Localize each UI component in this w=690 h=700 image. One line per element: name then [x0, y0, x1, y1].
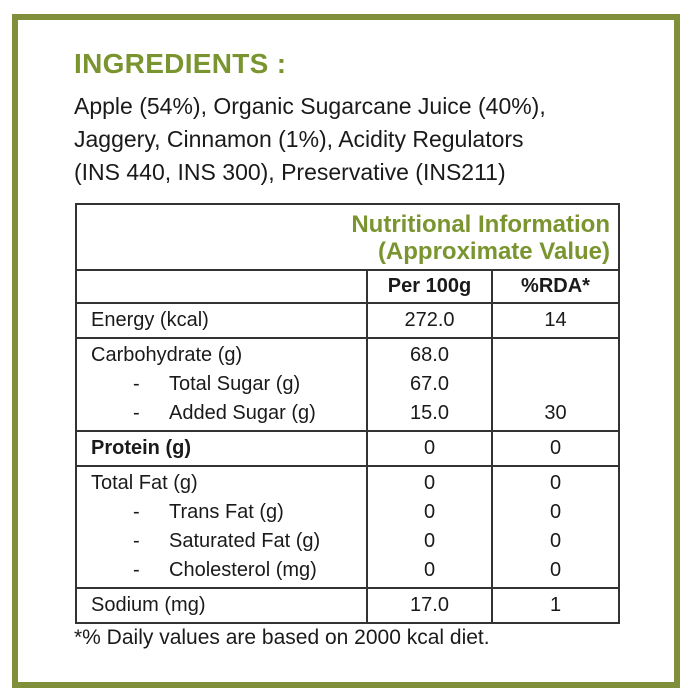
label-cell: Sodium (mg) — [75, 587, 368, 624]
column-header: %RDA* — [491, 269, 620, 304]
value-cell: 17.0 — [366, 587, 493, 624]
title-row: Nutritional Information (Approximate Valu… — [75, 203, 620, 271]
nutrient-name: Sodium (mg) — [91, 594, 206, 616]
dash: - — [133, 559, 140, 581]
nutrient-name: Trans Fat (g) — [169, 501, 284, 523]
nutrient-group: Protein (g) 0 0 — [75, 430, 620, 467]
per-100g: 0 — [423, 559, 436, 581]
nutrient-group: Sodium (mg) 17.0 1 — [75, 587, 620, 624]
nutrient-group: Energy (kcal) 272.0 14 — [75, 302, 620, 339]
per-100g: 67.0 — [410, 373, 449, 395]
ingredients-title: INGREDIENTS : — [74, 48, 287, 79]
dash: - — [133, 402, 140, 424]
footnote: *% Daily values are based on 2000 kcal d… — [74, 626, 490, 649]
nutrient-label: Carbohydrate (g) — [77, 341, 366, 370]
value-cell: 0 0 0 0 — [366, 465, 493, 589]
per-100g: 15.0 — [410, 402, 449, 424]
rda: 0 — [549, 472, 562, 494]
rda: 0 — [549, 559, 562, 581]
dash: - — [133, 373, 140, 395]
rda-cell: 0 — [491, 430, 620, 467]
rda-cell: 0 0 0 0 — [491, 465, 620, 589]
nutrient-label: - Saturated Fat (g) — [77, 527, 366, 556]
nutrient-label: Energy (kcal) — [77, 306, 366, 335]
nutrition-table: Nutritional Information (Approximate Valu… — [75, 203, 620, 624]
rda — [493, 370, 618, 399]
ingredient-line: Apple (54%), Organic Sugarcane Juice (40… — [74, 93, 546, 119]
per-100g: 0 — [423, 530, 436, 552]
nutrient-name: Added Sugar (g) — [169, 402, 316, 424]
rda-cell: 14 — [491, 302, 620, 339]
label-border — [12, 14, 680, 688]
label-cell: Energy (kcal) — [75, 302, 368, 339]
rda: 0 — [549, 501, 562, 523]
per-100g: 68.0 — [410, 344, 449, 366]
nutrient-label: Sodium (mg) — [77, 591, 366, 620]
nutrient-name: Protein (g) — [91, 437, 191, 459]
rda: 1 — [549, 594, 562, 616]
header-row: Per 100g %RDA* — [75, 269, 620, 304]
nutrient-name: Saturated Fat (g) — [169, 530, 321, 552]
rda-cell: 30 — [491, 337, 620, 432]
rda: 0 — [549, 437, 562, 459]
per-100g: 0 — [423, 501, 436, 523]
nutrient-label: - Trans Fat (g) — [77, 498, 366, 527]
nutrient-label: - Added Sugar (g) — [77, 399, 366, 428]
ingredient-line: Jaggery, Cinnamon (1%), Acidity Regulato… — [74, 126, 524, 152]
label-cell: Protein (g) — [75, 430, 368, 467]
rda — [493, 341, 618, 370]
label-cell: Carbohydrate (g) - Total Sugar (g) - Added S… — [75, 337, 368, 432]
table-title-line: Nutritional Information — [351, 211, 610, 238]
ingredient-line: (INS 440, INS 300), Preservative (INS211… — [74, 159, 506, 185]
nutrient-group: Carbohydrate (g) - Total Sugar (g) - Added S… — [75, 337, 620, 432]
label-cell: Total Fat (g) - Trans Fat (g) - Saturated Fa… — [75, 465, 368, 589]
nutrient-name: Total Fat (g) — [91, 472, 198, 494]
rda: 14 — [544, 309, 567, 331]
per-100g: 0 — [423, 437, 436, 459]
header-blank — [75, 269, 368, 304]
nutrient-name: Energy (kcal) — [91, 309, 209, 331]
nutrient-label: - Total Sugar (g) — [77, 370, 366, 399]
nutrient-name: Cholesterol (mg) — [169, 559, 317, 581]
table-title-line: (Approximate Value) — [377, 238, 610, 265]
nutrient-label: Protein (g) — [77, 434, 366, 463]
per-100g: 0 — [423, 472, 436, 494]
value-cell: 68.0 67.0 15.0 — [366, 337, 493, 432]
rda-cell: 1 — [491, 587, 620, 624]
dash: - — [133, 501, 140, 523]
nutrient-label: - Cholesterol (mg) — [77, 556, 366, 585]
rda: 30 — [544, 402, 567, 424]
nutrient-group: Total Fat (g) - Trans Fat (g) - Saturated Fa… — [75, 465, 620, 589]
column-header: Per 100g — [366, 269, 493, 304]
nutrient-name: Carbohydrate (g) — [91, 344, 243, 366]
table-title: Nutritional Information (Approximate Valu… — [75, 203, 620, 271]
nutrient-name: Total Sugar (g) — [169, 373, 301, 395]
per-100g: 17.0 — [410, 594, 449, 616]
value-cell: 0 — [366, 430, 493, 467]
nutrient-label: Total Fat (g) — [77, 469, 366, 498]
per-100g: 272.0 — [404, 309, 455, 331]
rda: 0 — [549, 530, 562, 552]
dash: - — [133, 530, 140, 552]
value-cell: 272.0 — [366, 302, 493, 339]
